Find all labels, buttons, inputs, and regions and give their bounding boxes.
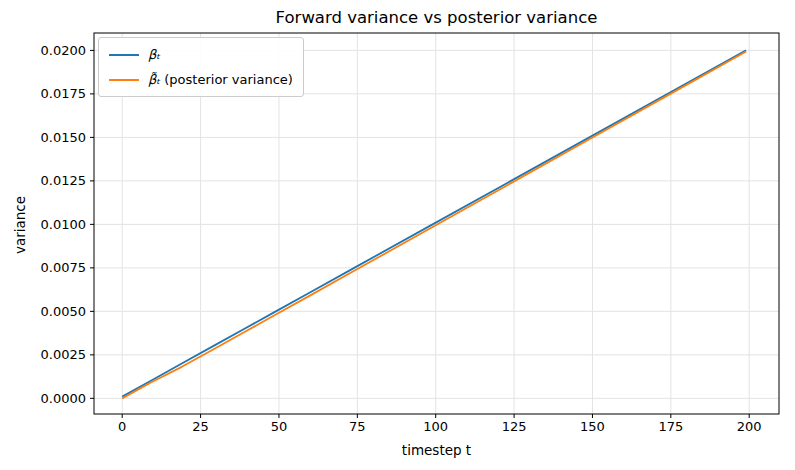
legend-label-beta: βₜ [148, 47, 160, 62]
y-tick-label: 0.0000 [41, 391, 87, 406]
series-line-0 [122, 50, 746, 396]
legend-item-beta-tilde: β̃ₜ (posterior variance) [109, 67, 293, 92]
y-tick-label: 0.0050 [41, 304, 87, 319]
y-tick-label: 0.0175 [41, 86, 87, 101]
x-axis-label: timestep t [94, 442, 779, 458]
x-tick-label: 0 [118, 419, 126, 434]
legend-label-beta-tilde: β̃ₜ (posterior variance) [148, 72, 293, 87]
y-tick-label: 0.0075 [41, 260, 87, 275]
x-tick-label: 100 [423, 419, 448, 434]
chart-title: Forward variance vs posterior variance [94, 8, 779, 27]
figure: 0 25 50 75 100 125 150 175 200 0.0000 0.0025 0.0050… [0, 0, 795, 470]
y-tick-label: 0.0100 [41, 217, 87, 232]
x-tick-label: 75 [349, 419, 366, 434]
x-tick-label: 25 [192, 419, 209, 434]
y-tick-label: 0.0025 [41, 347, 87, 362]
legend-line-swatch-beta [109, 54, 139, 56]
y-tick-label: 0.0125 [41, 173, 87, 188]
legend-line-swatch-beta-tilde [109, 79, 139, 81]
x-tick-label: 200 [737, 419, 762, 434]
x-tick-label: 125 [502, 419, 527, 434]
x-tick-label: 50 [271, 419, 288, 434]
y-tick-label: 0.0150 [41, 130, 87, 145]
y-tick-label: 0.0200 [41, 43, 87, 58]
series-line-1 [122, 51, 746, 398]
x-tick-label: 175 [658, 419, 683, 434]
legend: βₜ β̃ₜ (posterior variance) [98, 37, 304, 97]
legend-item-beta: βₜ [109, 42, 293, 67]
x-tick-label: 150 [580, 419, 605, 434]
